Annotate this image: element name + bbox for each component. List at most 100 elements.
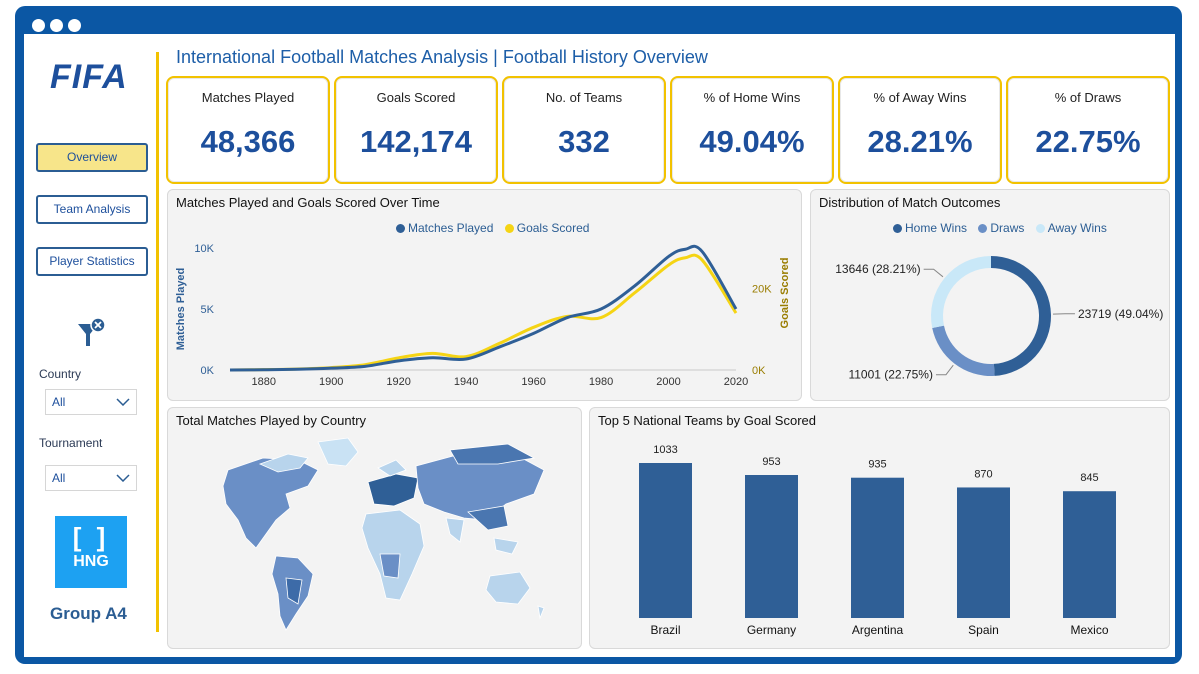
hng-bracket-mark: [ ] xyxy=(72,522,110,552)
donut-data-label: 23719 (49.04%) xyxy=(1078,307,1163,321)
group-label: Group A4 xyxy=(50,604,127,623)
map-region-greenland[interactable] xyxy=(317,437,359,467)
bar[interactable] xyxy=(745,475,798,618)
bar[interactable] xyxy=(851,477,904,618)
map-region-central-africa[interactable] xyxy=(379,553,401,579)
page-title: International Football Matches Analysis … xyxy=(176,47,708,67)
kpi-value: 22.75% xyxy=(1035,124,1141,159)
kpi-card-matches-played: Matches Played 48,366 xyxy=(166,76,330,184)
kpi-label: Matches Played xyxy=(201,90,295,105)
nav-player-statistics-button[interactable]: Player Statistics xyxy=(36,247,148,276)
country-select[interactable]: All xyxy=(45,389,137,415)
donut-legend: Home Wins Draws Away Wins xyxy=(893,221,1115,235)
bar-value-label: 1033 xyxy=(653,444,677,456)
y-right-axis-label: Goals Scored xyxy=(779,258,791,329)
bar-category-label: Mexico xyxy=(1070,623,1108,637)
x-tick-label: 1920 xyxy=(386,376,410,388)
bar[interactable] xyxy=(957,487,1010,618)
bar-value-label: 870 xyxy=(974,468,992,480)
legend-label: Draws xyxy=(990,221,1025,235)
bar-chart: 1033 Brazil 953 Germany 935 Argentina 870 Spain… xyxy=(639,444,1116,637)
kpi-card-draws: % of Draws 22.75% xyxy=(1006,76,1170,184)
map-region-china[interactable] xyxy=(467,505,509,531)
y-left-tick-label: 0K xyxy=(201,365,215,377)
line-chart-legend: Matches Played Goals Scored xyxy=(396,221,597,235)
bar[interactable] xyxy=(1063,491,1116,618)
bar-value-label: 953 xyxy=(762,456,780,468)
window-dot-icon xyxy=(50,19,63,32)
x-tick-label: 1960 xyxy=(521,376,545,388)
donut-data-label: 11001 (22.75%) xyxy=(848,368,933,382)
hng-logo-text: HNG xyxy=(73,553,109,570)
tournament-select-value: All xyxy=(52,471,66,485)
legend-item: Goals Scored xyxy=(504,221,589,235)
tournament-filter-label: Tournament xyxy=(39,436,103,450)
country-filter-label: Country xyxy=(39,367,82,381)
map-region-brazil[interactable] xyxy=(285,577,303,605)
map-region-india[interactable] xyxy=(445,517,465,543)
x-tick-label: 2000 xyxy=(656,376,680,388)
donut-chart: 23719 (49.04%) 11001 (22.75%) 13646 (28.21… xyxy=(835,256,1163,382)
y-left-tick-label: 5K xyxy=(201,304,215,316)
x-tick-label: 1940 xyxy=(454,376,478,388)
tournament-select[interactable]: All xyxy=(45,465,137,491)
legend-swatch xyxy=(504,224,514,233)
legend-item: Away Wins xyxy=(1035,221,1107,235)
bar-chart-panel: Top 5 National Teams by Goal Scored 1033… xyxy=(589,407,1170,649)
y-right-tick-label: 20K xyxy=(752,284,772,296)
map-region-indonesia[interactable] xyxy=(493,537,519,555)
country-select-value: All xyxy=(52,395,66,409)
kpi-label: Goals Scored xyxy=(376,90,456,105)
map-region-new-zealand[interactable] xyxy=(537,605,545,620)
kpi-label: % of Draws xyxy=(1054,90,1122,105)
world-map[interactable] xyxy=(168,408,581,648)
bar-category-label: Spain xyxy=(968,623,999,637)
bar-category-label: Argentina xyxy=(852,623,904,637)
kpi-card-home-wins: % of Home Wins 49.04% xyxy=(670,76,834,184)
nav-team-analysis-button[interactable]: Team Analysis xyxy=(36,195,148,224)
kpi-value: 49.04% xyxy=(699,124,805,159)
window-dot-icon xyxy=(32,19,45,32)
series-line-matches-played[interactable] xyxy=(229,244,738,372)
chevron-down-icon xyxy=(116,398,130,406)
bar-category-label: Brazil xyxy=(650,623,680,637)
donut-leader-line xyxy=(923,268,944,278)
filter-clear-icon[interactable] xyxy=(76,316,108,355)
kpi-value: 142,174 xyxy=(359,124,473,159)
kpi-value: 48,366 xyxy=(200,124,296,159)
y-left-axis-label: Matches Played xyxy=(175,268,187,351)
nav-overview-button[interactable]: Overview xyxy=(36,143,148,172)
legend-label: Matches Played xyxy=(408,221,494,235)
window-dot-icon xyxy=(68,19,81,32)
kpi-card-no-of-teams: No. of Teams 332 xyxy=(502,76,666,184)
donut-chart-title: Distribution of Match Outcomes xyxy=(819,195,1001,210)
kpi-label: % of Home Wins xyxy=(703,90,801,105)
legend-item: Matches Played xyxy=(396,221,493,235)
donut-slice-away-wins[interactable] xyxy=(931,256,991,329)
donut-slice-draws[interactable] xyxy=(932,325,995,376)
map-region-canada[interactable] xyxy=(258,453,309,473)
bar-value-label: 935 xyxy=(868,459,886,471)
bar[interactable] xyxy=(639,463,692,618)
line-chart-panel: Matches Played and Goals Scored Over Tim… xyxy=(167,189,802,401)
map-region-north-america[interactable] xyxy=(222,457,319,549)
bar-category-label: Germany xyxy=(747,623,796,637)
y-right-tick-label: 0K xyxy=(752,365,766,377)
map-region-scandinavia[interactable] xyxy=(377,459,407,477)
map-region-europe[interactable] xyxy=(367,473,419,507)
hng-logo: [ ] HNG xyxy=(55,516,127,588)
donut-slice-home-wins[interactable] xyxy=(991,256,1052,376)
donut-leader-line xyxy=(935,364,954,376)
y-left-tick-label: 10K xyxy=(194,243,214,255)
map-panel: Total Matches Played by Country xyxy=(167,407,582,649)
map-region-australia[interactable] xyxy=(485,571,531,605)
legend-swatch xyxy=(1035,224,1045,233)
line-chart: 1880 1900 1920 1940 1960 1980 2000 2020 0K 5K 10K 0… xyxy=(175,243,791,388)
kpi-value: 28.21% xyxy=(867,124,973,159)
kpi-label: No. of Teams xyxy=(545,90,623,105)
fifa-logo: FIFA xyxy=(50,58,128,96)
legend-swatch xyxy=(978,224,988,233)
legend-item: Home Wins xyxy=(893,221,967,235)
x-tick-label: 1980 xyxy=(589,376,613,388)
map-region-russia[interactable] xyxy=(449,443,536,465)
